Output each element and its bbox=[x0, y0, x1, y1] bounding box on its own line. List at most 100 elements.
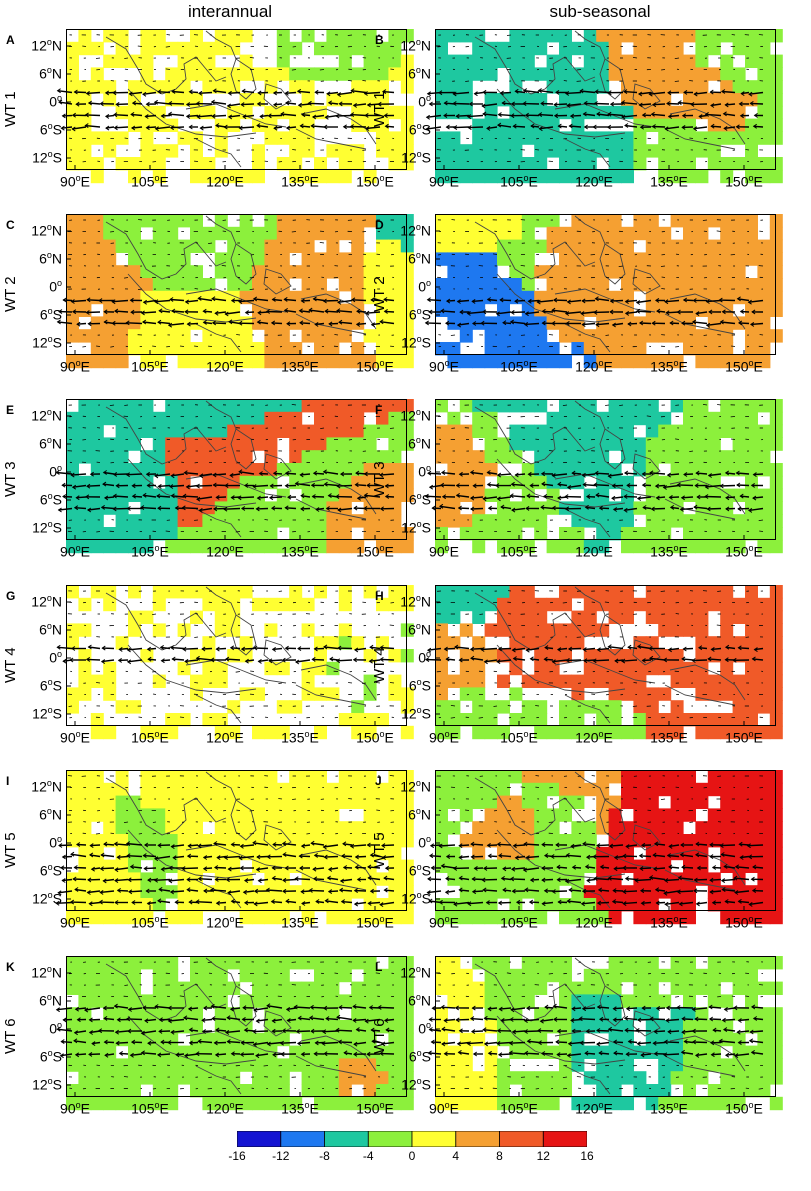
wind-vector-head bbox=[228, 319, 233, 325]
wind-vector-head bbox=[721, 1017, 726, 1023]
wind-vector bbox=[256, 1018, 269, 1022]
wind-vector bbox=[213, 484, 227, 487]
wind-vector bbox=[119, 1052, 129, 1055]
wind-vector bbox=[285, 102, 297, 105]
wind-vector-head bbox=[252, 484, 257, 489]
wind-vector-head bbox=[623, 470, 629, 476]
wind-vector-head bbox=[299, 123, 304, 129]
wind-vector bbox=[353, 1018, 367, 1022]
wind-vector-head bbox=[596, 1004, 601, 1010]
wind-vector bbox=[250, 254, 255, 256]
wind-vector bbox=[217, 855, 227, 859]
x-tick-label: 105oE bbox=[500, 914, 538, 931]
wind-vector-head bbox=[188, 1027, 193, 1033]
wind-vector bbox=[143, 299, 157, 303]
wind-vector-head bbox=[704, 494, 709, 499]
wind-vector-head bbox=[253, 1007, 258, 1013]
panel-frame bbox=[435, 214, 776, 355]
wind-vector-head bbox=[355, 470, 360, 476]
wind-vector bbox=[278, 161, 283, 163]
wind-vector bbox=[131, 126, 143, 129]
wind-vector-head bbox=[299, 865, 304, 871]
wind-vector-head bbox=[510, 113, 515, 119]
wind-vector-head bbox=[171, 89, 176, 94]
wind-vector bbox=[291, 231, 297, 233]
wind-vector bbox=[725, 1053, 736, 1056]
wind-vector bbox=[254, 901, 269, 905]
wind-vector bbox=[147, 1041, 157, 1044]
wind-vector-head bbox=[322, 298, 327, 304]
wind-vector-head bbox=[322, 1005, 328, 1011]
wind-vector-head bbox=[499, 297, 504, 303]
wind-vector bbox=[141, 311, 157, 314]
wind-vector-head bbox=[557, 481, 562, 487]
wind-vector-head bbox=[439, 482, 445, 488]
wind-vector-head bbox=[58, 843, 63, 848]
wind-vector-head bbox=[69, 899, 75, 905]
wind-vector bbox=[632, 57, 638, 59]
wind-vector bbox=[313, 878, 325, 881]
wind-vector bbox=[541, 102, 554, 105]
wind-vector bbox=[661, 288, 666, 290]
wind-vector bbox=[286, 900, 297, 904]
wind-vector-head bbox=[683, 1039, 688, 1044]
wind-vector-head bbox=[690, 101, 695, 107]
wind-vector bbox=[520, 717, 526, 719]
wind-vector bbox=[124, 137, 129, 139]
x-tick-label: 120oE bbox=[206, 173, 244, 190]
wind-vector-head bbox=[710, 646, 715, 652]
wind-vector-head bbox=[255, 506, 260, 512]
wind-vector-head bbox=[308, 887, 313, 893]
wind-vector bbox=[511, 867, 526, 870]
wind-vector-head bbox=[515, 899, 521, 905]
wind-vector bbox=[161, 659, 171, 662]
wind-vector bbox=[348, 682, 353, 684]
wind-vector bbox=[558, 125, 568, 128]
wind-vector bbox=[338, 507, 353, 511]
wind-vector bbox=[563, 80, 568, 82]
y-tick-label: 0o bbox=[49, 278, 62, 295]
wind-vector-head bbox=[383, 113, 388, 119]
wind-vector-head bbox=[622, 865, 627, 871]
y-tick-label: 6oN bbox=[39, 435, 62, 452]
y-tick-label: 6oS bbox=[39, 677, 62, 694]
wind-vector-head bbox=[210, 657, 215, 663]
wind-vector-head bbox=[188, 89, 193, 95]
wind-vector-head bbox=[240, 1040, 245, 1046]
wind-vector bbox=[76, 843, 87, 846]
wind-vector bbox=[649, 876, 666, 881]
wind-vector-head bbox=[428, 484, 434, 490]
wind-vector bbox=[552, 309, 568, 313]
wind-vector-head bbox=[356, 877, 361, 882]
wind-vector bbox=[389, 775, 395, 777]
wind-vector-head bbox=[500, 504, 505, 510]
wind-vector-head bbox=[256, 319, 261, 325]
coastline bbox=[554, 659, 656, 684]
wind-vector-head bbox=[508, 1050, 513, 1056]
wind-vector bbox=[328, 867, 339, 871]
wind-vector bbox=[343, 866, 353, 869]
wind-vector bbox=[95, 57, 101, 59]
wind-vector bbox=[256, 867, 269, 871]
wind-vector bbox=[385, 484, 395, 487]
wind-vector-head bbox=[543, 656, 548, 662]
wind-vector bbox=[308, 102, 325, 105]
wind-vector-head bbox=[750, 876, 755, 882]
wind-vector-head bbox=[593, 309, 598, 315]
panel-l bbox=[427, 956, 783, 1111]
coastline bbox=[185, 473, 287, 498]
wind-vector-head bbox=[623, 507, 628, 513]
coastline bbox=[185, 288, 287, 313]
wind-vector-head bbox=[271, 646, 276, 652]
wind-vector bbox=[539, 126, 554, 130]
wind-vector bbox=[126, 1018, 143, 1021]
wind-vector-head bbox=[583, 658, 588, 664]
x-tick-label: 120oE bbox=[575, 173, 613, 190]
wind-vector-head bbox=[62, 494, 67, 499]
wind-vector bbox=[515, 473, 526, 476]
wind-vector-head bbox=[469, 506, 475, 512]
coastline bbox=[263, 1010, 292, 1037]
wind-vector bbox=[707, 507, 722, 510]
wind-vector bbox=[117, 855, 129, 858]
wind-vector-head bbox=[105, 125, 110, 131]
